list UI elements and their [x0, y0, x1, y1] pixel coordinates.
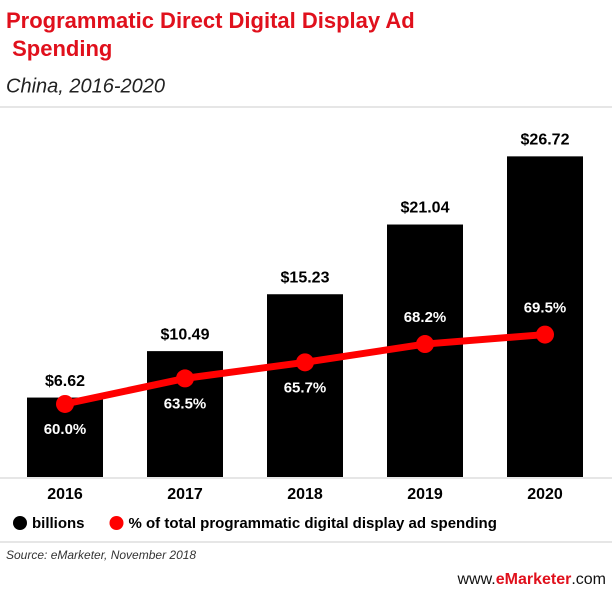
x-tick-label: 2018: [287, 486, 323, 503]
data-label: 63.5%: [164, 395, 207, 412]
logo: www.eMarketer.com: [456, 571, 606, 588]
x-tick-label: 2019: [407, 486, 443, 503]
line-point: [176, 369, 194, 388]
logo-prefix: www.: [456, 571, 495, 588]
legend-label: billions: [32, 515, 85, 532]
data-label: 68.2%: [404, 309, 447, 326]
bar: [507, 156, 583, 478]
x-tick-label: 2016: [47, 486, 83, 503]
legend-swatch: [109, 516, 124, 530]
legend-swatch: [13, 516, 27, 530]
data-label: $21.04: [401, 200, 450, 217]
data-label: $26.72: [521, 132, 570, 149]
line-point: [296, 353, 314, 372]
data-label: $6.62: [45, 373, 85, 390]
title-line: Programmatic Direct Digital Display Ad: [6, 8, 415, 33]
logo-brand: eMarketer: [496, 571, 572, 588]
chart-subtitle: China, 2016-2020: [6, 75, 165, 97]
data-label: 60.0%: [44, 421, 87, 438]
data-label: 69.5%: [524, 300, 567, 317]
data-label: 65.7%: [284, 379, 327, 396]
source: Source: eMarketer, November 2018: [6, 548, 196, 562]
line-point: [416, 335, 434, 354]
line-point: [536, 325, 554, 344]
logo-suffix: .com: [571, 571, 606, 588]
data-label: $15.23: [281, 269, 330, 286]
bar: [267, 294, 343, 477]
chart-title: Programmatic Direct Digital Display Ad S…: [6, 8, 415, 61]
title-line: Spending: [6, 36, 112, 61]
legend-label: % of total programmatic digital display …: [129, 515, 497, 532]
x-tick-label: 2020: [527, 486, 563, 503]
line-point: [56, 394, 74, 413]
data-label: $10.49: [161, 326, 210, 343]
x-tick-label: 2017: [167, 486, 203, 503]
